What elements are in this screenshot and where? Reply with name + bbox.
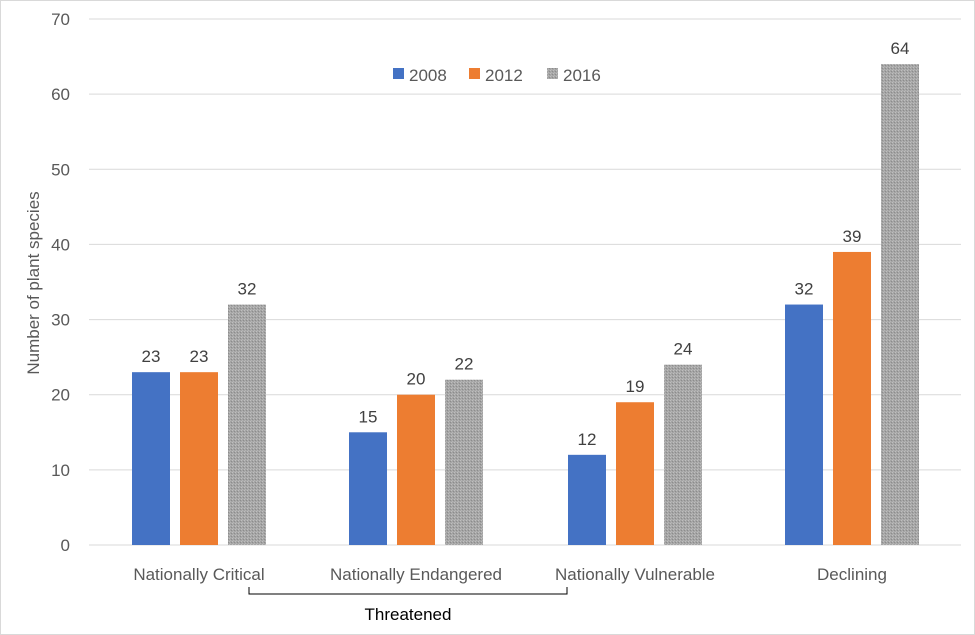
bar-2016-2 — [664, 364, 702, 545]
y-tick-label: 30 — [51, 311, 70, 330]
bars — [132, 64, 919, 546]
bar-2016-1 — [445, 379, 483, 545]
data-label: 23 — [190, 347, 209, 366]
y-axis-title: Number of plant species — [24, 191, 43, 374]
bracket-line — [248, 587, 568, 595]
bar-2016-3 — [881, 64, 919, 546]
data-label: 32 — [238, 280, 257, 299]
data-label: 15 — [359, 407, 378, 426]
y-tick-label: 70 — [51, 10, 70, 29]
data-label: 32 — [795, 280, 814, 299]
bracket-label: Threatened — [365, 605, 452, 624]
x-category-label: Nationally Vulnerable — [555, 565, 715, 584]
threatened-bracket: Threatened — [248, 587, 568, 624]
data-label: 12 — [578, 430, 597, 449]
bar-2012-1 — [397, 394, 435, 545]
legend-label: 2008 — [409, 66, 447, 85]
y-tick-label: 20 — [51, 386, 70, 405]
x-category-label: Declining — [817, 565, 887, 584]
bar-2012-3 — [833, 251, 871, 545]
x-axis-categories: Nationally Critical Nationally Endangered… — [133, 565, 887, 584]
bar-2016-0 — [228, 304, 266, 545]
data-label: 24 — [674, 340, 693, 359]
data-label: 22 — [455, 355, 474, 374]
legend-swatch-2016 — [547, 68, 558, 79]
bar-2008-0 — [132, 372, 170, 545]
data-label: 39 — [843, 227, 862, 246]
data-labels: 23 23 32 15 20 22 12 19 24 32 39 64 — [142, 39, 910, 449]
legend-swatch-2008 — [393, 68, 404, 79]
legend-swatch-2012 — [469, 68, 480, 79]
y-tick-label: 60 — [51, 85, 70, 104]
data-label: 64 — [891, 39, 910, 58]
y-tick-label: 0 — [61, 536, 70, 555]
bar-2012-2 — [616, 402, 654, 545]
y-tick-label: 50 — [51, 160, 70, 179]
legend-label: 2016 — [563, 66, 601, 85]
x-category-label: Nationally Endangered — [330, 565, 502, 584]
bar-2008-1 — [349, 432, 387, 545]
y-tick-label: 10 — [51, 461, 70, 480]
bar-2008-3 — [785, 304, 823, 545]
data-label: 19 — [626, 377, 645, 396]
data-label: 20 — [407, 370, 426, 389]
gridlines — [89, 18, 961, 546]
data-label: 23 — [142, 347, 161, 366]
x-category-label: Nationally Critical — [133, 565, 264, 584]
legend-label: 2012 — [485, 66, 523, 85]
legend: 2008 2012 2016 — [393, 66, 601, 85]
y-axis-ticks: 0 10 20 30 40 50 60 70 — [51, 10, 70, 555]
bar-2012-0 — [180, 372, 218, 545]
y-tick-label: 40 — [51, 235, 70, 254]
bar-2008-2 — [568, 454, 606, 545]
